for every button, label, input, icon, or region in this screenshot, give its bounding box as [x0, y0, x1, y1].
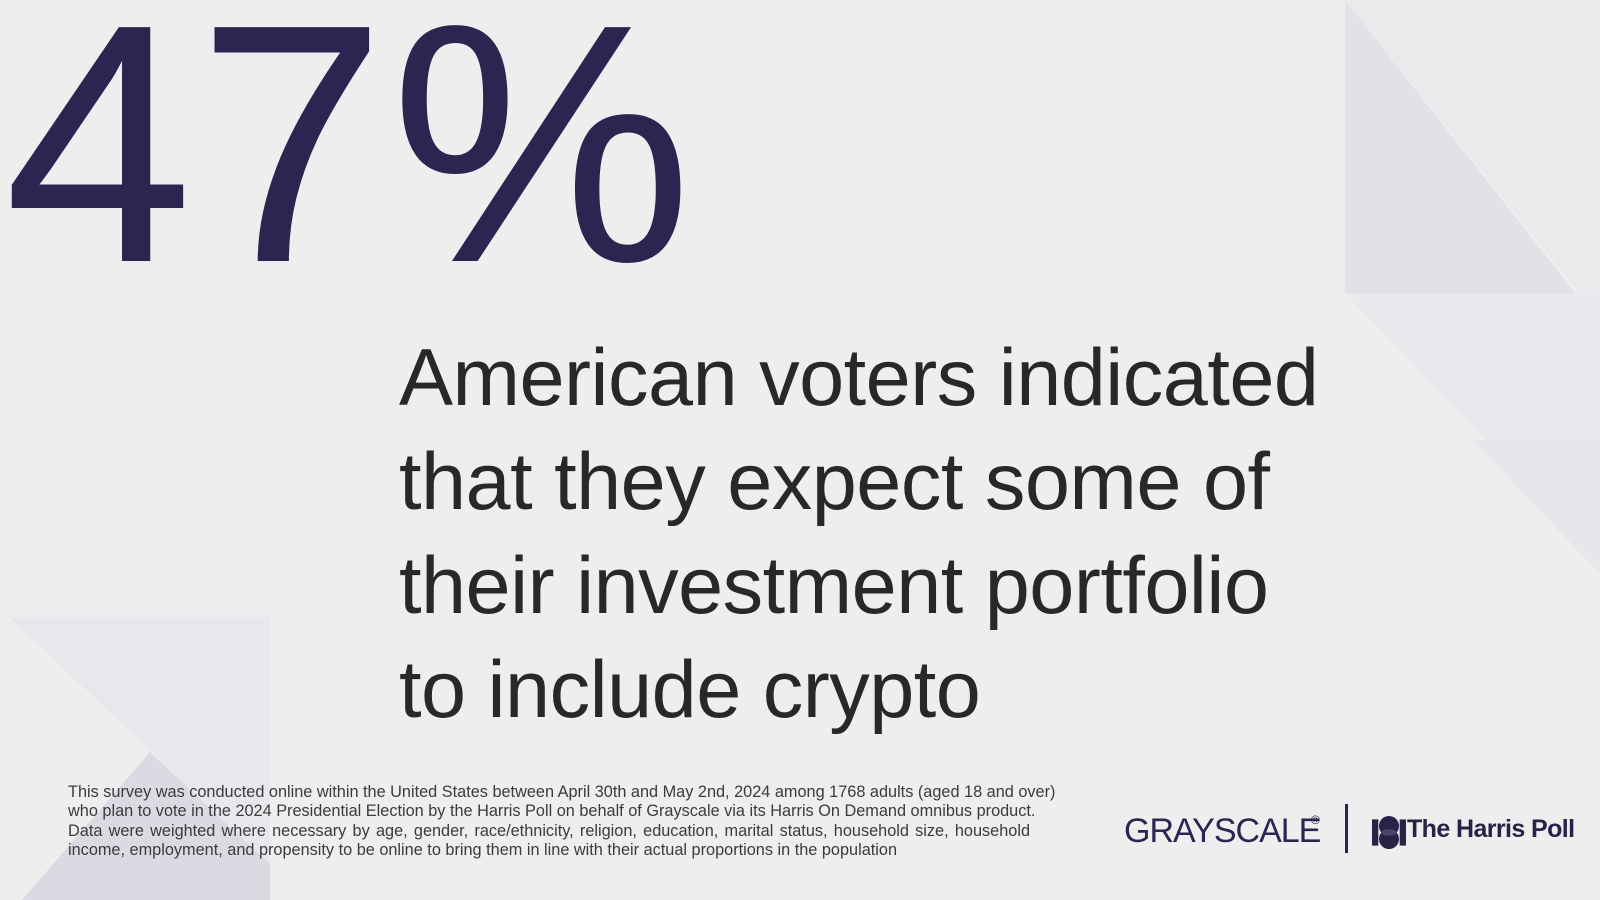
stat-value: 47% — [4, 0, 697, 334]
triangle-right-flank — [1473, 440, 1600, 574]
methodology-line: who plan to vote in the 2024 Presidentia… — [68, 802, 1036, 821]
methodology-line: Data were weighted where necessary by ag… — [68, 821, 1030, 840]
triangle-top-right — [1345, 0, 1575, 293]
headline-line: American voters indicated — [399, 333, 1319, 423]
triangle-top-right-outer — [1345, 0, 1600, 318]
methodology-line: income, employment, and propensity to be… — [68, 841, 898, 860]
headline: American voters indicated that they expe… — [399, 326, 1319, 742]
triangle-bottom-left-dark — [22, 752, 270, 900]
headline-line: to include crypto — [399, 645, 981, 735]
headline-line: that they expect some of — [399, 437, 1270, 527]
survey-methodology-note: This survey was conducted online within … — [68, 783, 1056, 861]
headline-line: their investment portfolio — [399, 541, 1269, 631]
methodology-line: This survey was conducted online within … — [68, 783, 1056, 801]
triangle-bottom-left — [9, 617, 270, 864]
